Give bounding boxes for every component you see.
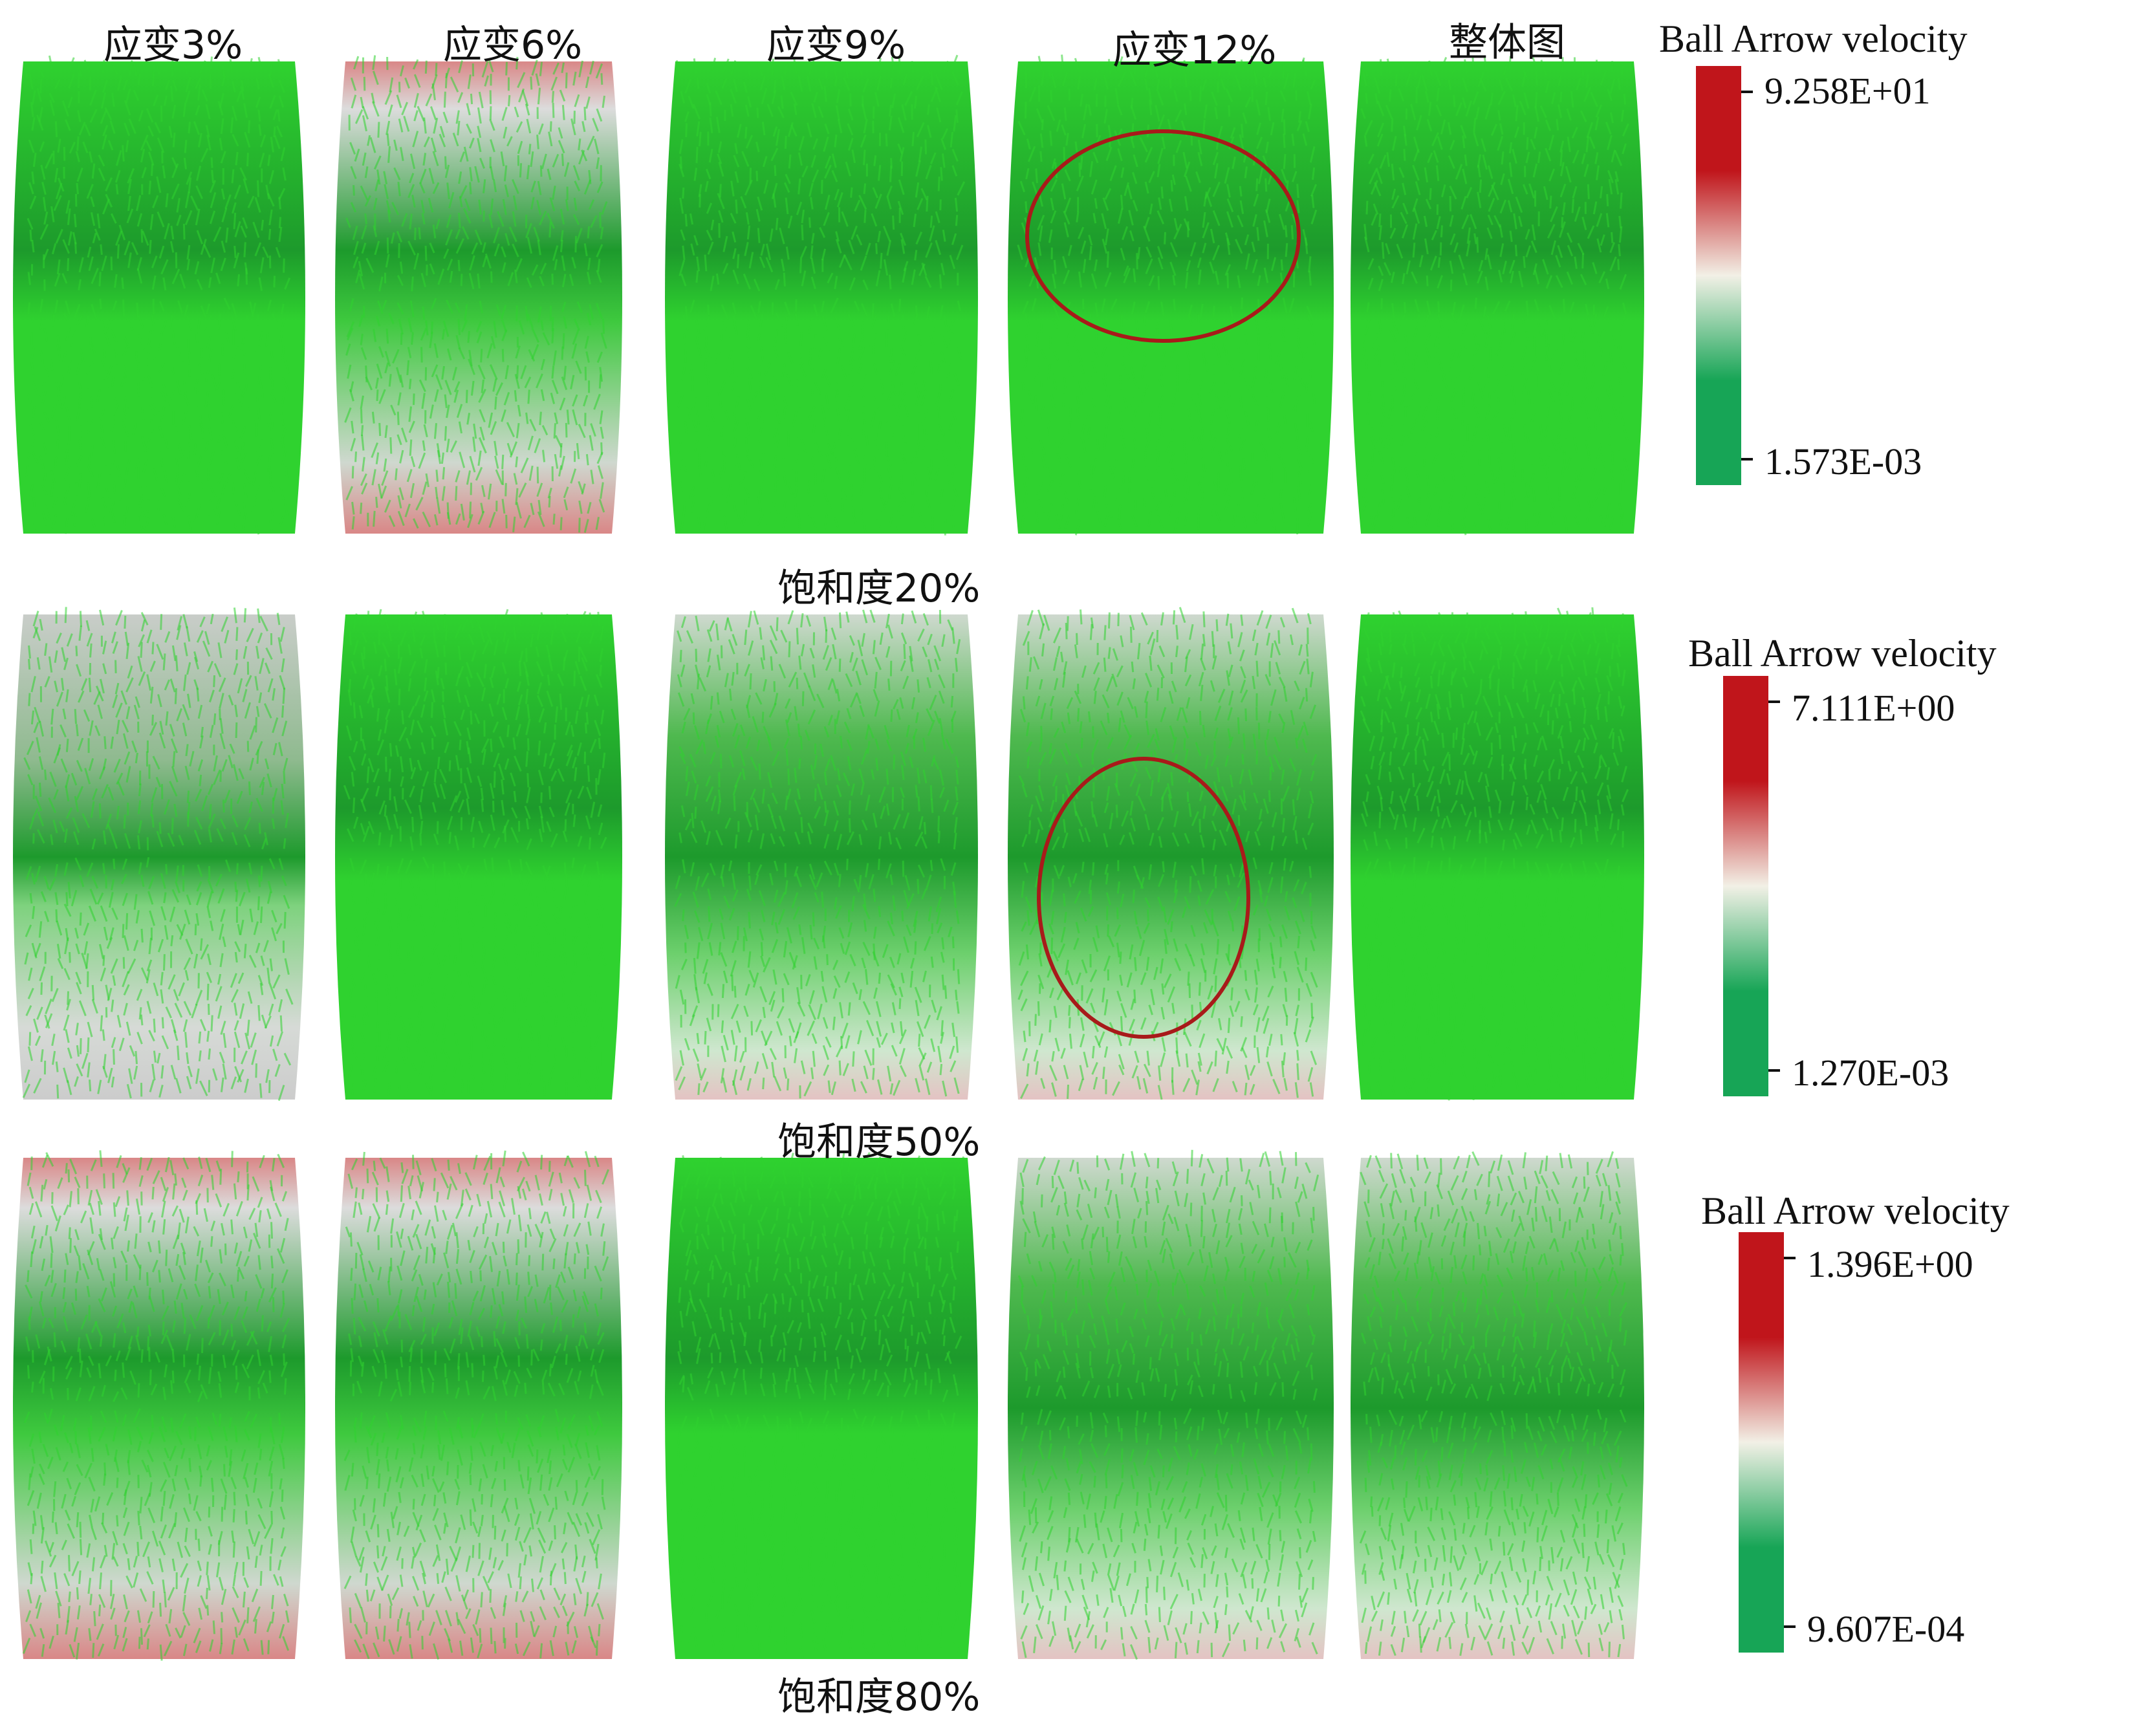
arrow-texture xyxy=(344,55,608,533)
velocity-panel-r1-c1 xyxy=(13,55,305,535)
panel-body xyxy=(1351,61,1644,534)
column-label-strain-12: 应变12% xyxy=(1113,28,1277,73)
velocity-panel-r1-c2 xyxy=(335,55,622,534)
legend-min-row1: 1.573E-03 xyxy=(1764,440,1922,483)
column-label-strain-3: 应变3% xyxy=(103,23,243,68)
velocity-panel-r2-c5 xyxy=(1351,607,1644,1101)
legend-title-row1: Ball Arrow velocity xyxy=(1659,17,1968,60)
velocity-panel-r2-c2 xyxy=(335,609,622,1100)
velocity-panel-r3-c1 xyxy=(13,1150,305,1661)
arrow-texture xyxy=(22,1150,290,1661)
arrow-texture xyxy=(674,1152,965,1660)
legend-layer xyxy=(1696,66,1796,1653)
arrow-texture xyxy=(1360,56,1629,536)
arrow-texture xyxy=(343,1150,609,1660)
legend-max-row2: 7.111E+00 xyxy=(1792,687,1955,729)
arrow-texture xyxy=(343,609,607,1099)
legend-colorbar-row1 xyxy=(1696,66,1753,485)
row-label-saturation-80: 饱和度80% xyxy=(777,1675,981,1720)
column-label-strain-9: 应变9% xyxy=(766,23,906,68)
panels-layer xyxy=(13,54,1644,1661)
legend-colorbar-row2 xyxy=(1723,676,1780,1096)
legend-min-row3: 9.607E-04 xyxy=(1807,1608,1965,1650)
velocity-panel-r1-c4 xyxy=(1008,54,1334,536)
shear-band-ring xyxy=(1037,757,1250,1039)
velocity-panel-r3-c2 xyxy=(335,1150,622,1660)
legend-max-row3: 1.396E+00 xyxy=(1807,1243,1973,1285)
column-label-strain-6: 应变6% xyxy=(443,23,583,68)
velocity-panel-r2-c1 xyxy=(13,607,305,1101)
velocity-panel-r3-c4 xyxy=(1008,1149,1334,1660)
row-label-saturation-20: 饱和度20% xyxy=(777,566,981,611)
panel-body xyxy=(665,61,978,534)
panel-body xyxy=(1008,1158,1334,1659)
arrow-texture xyxy=(1359,1151,1628,1658)
arrow-texture xyxy=(1360,607,1629,1101)
panel-body xyxy=(1351,1158,1644,1659)
column-label-overall: 整体图 xyxy=(1449,20,1565,65)
panel-body xyxy=(1008,614,1334,1100)
velocity-panel-r2-c3 xyxy=(665,609,978,1100)
legend-min-row2: 1.270E-03 xyxy=(1792,1052,1949,1094)
panel-body xyxy=(665,614,978,1100)
panel-body xyxy=(665,1158,978,1659)
velocity-panel-r3-c3 xyxy=(665,1152,978,1660)
velocity-panel-r3-c5 xyxy=(1351,1151,1644,1659)
legend-colorbar-row3 xyxy=(1739,1232,1796,1653)
arrow-texture xyxy=(674,54,966,536)
arrow-texture xyxy=(22,607,294,1101)
arrow-texture xyxy=(24,55,291,535)
arrow-texture xyxy=(1017,607,1318,1100)
legend-title-row3: Ball Arrow velocity xyxy=(1701,1189,2010,1232)
arrow-texture xyxy=(1017,54,1318,536)
panel-body xyxy=(13,614,305,1100)
arrow-texture xyxy=(1017,1149,1319,1660)
panel-body xyxy=(335,1158,622,1659)
legend-title-row2: Ball Arrow velocity xyxy=(1688,632,1997,675)
legend-max-row1: 9.258E+01 xyxy=(1764,70,1931,112)
velocity-panel-r1-c5 xyxy=(1351,56,1644,536)
shear-band-ring xyxy=(1025,129,1301,343)
arrow-texture xyxy=(674,609,961,1099)
velocity-panel-r2-c4 xyxy=(1008,607,1334,1100)
velocity-panel-r1-c3 xyxy=(665,54,978,536)
panel-body xyxy=(335,614,622,1100)
row-label-saturation-50: 饱和度50% xyxy=(777,1120,981,1165)
